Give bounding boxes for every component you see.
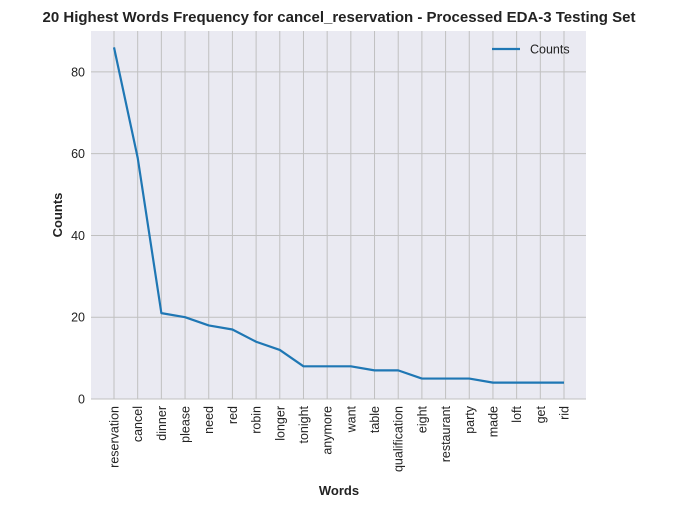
- x-axis-ticks: reservation cancel dinner please need red robi…: [108, 405, 572, 472]
- x-tick-label: party: [463, 405, 477, 434]
- x-tick-label: longer: [273, 406, 287, 441]
- x-tick-label: robin: [250, 406, 264, 434]
- plot-area: [91, 31, 586, 399]
- chart-title: 20 Highest Words Frequency for cancel_re…: [43, 9, 636, 26]
- x-tick-label: please: [179, 406, 193, 443]
- x-tick-label: cancel: [131, 406, 145, 442]
- x-tick-label: table: [368, 406, 382, 433]
- x-tick-label: rid: [558, 406, 572, 420]
- legend: Counts: [492, 43, 570, 57]
- x-tick-label: red: [226, 406, 240, 424]
- x-tick-label: reservation: [108, 406, 122, 468]
- grid: [91, 31, 586, 400]
- series-line-counts: [112, 47, 564, 384]
- x-tick-label: eight: [415, 405, 429, 433]
- y-tick-label: 60: [71, 147, 85, 161]
- x-tick-label: qualification: [392, 406, 406, 472]
- y-tick-label: 80: [71, 65, 85, 79]
- y-tick-label: 20: [71, 311, 85, 325]
- y-tick-label: 0: [78, 393, 85, 407]
- x-tick-label: need: [202, 406, 216, 434]
- x-tick-label: tonight: [297, 405, 311, 443]
- x-tick-label: get: [534, 405, 548, 423]
- y-axis-label: Counts: [50, 193, 65, 238]
- x-tick-label: loft: [510, 405, 524, 422]
- x-tick-label: dinner: [155, 406, 169, 441]
- y-axis-ticks: 0 20 40 60 80: [71, 65, 85, 406]
- legend-label-counts: Counts: [530, 43, 570, 57]
- x-axis-label: Words: [319, 483, 359, 498]
- x-tick-label: anymore: [321, 406, 335, 455]
- x-tick-label: want: [344, 405, 358, 433]
- y-tick-label: 40: [71, 229, 85, 243]
- x-tick-label: made: [486, 406, 500, 437]
- x-tick-label: restaurant: [439, 405, 453, 462]
